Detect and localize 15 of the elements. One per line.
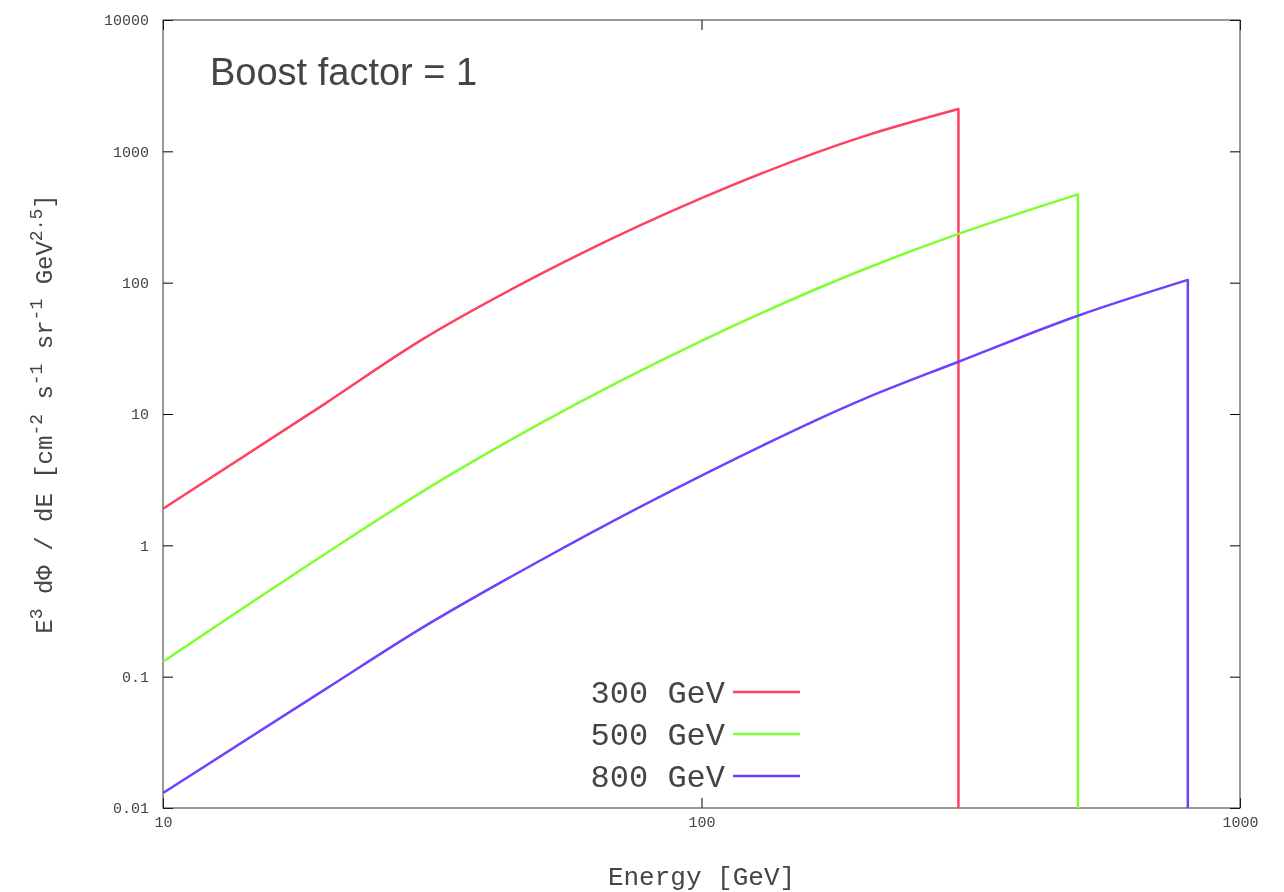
y-tick-label: 100 — [121, 275, 149, 293]
y-tick-label: 0.1 — [121, 669, 149, 687]
y-tick-label: 10 — [130, 407, 149, 425]
y-tick-label: 10000 — [103, 13, 149, 31]
text: Boost factor = 1 — [210, 51, 478, 93]
x-axis-title: Energy [GeV] — [607, 863, 796, 892]
y-tick-label: 1 — [139, 538, 149, 556]
x-tick-label: 10 — [154, 814, 173, 832]
y-tick-label: 1000 — [112, 144, 149, 162]
legend-label: 500 GeV — [590, 718, 726, 756]
y-tick-label: 0.01 — [112, 801, 149, 819]
x-tick-label: 1000 — [1222, 814, 1259, 832]
legend-label: 800 GeV — [590, 760, 726, 798]
legend-label: 300 GeV — [590, 676, 726, 714]
x-tick-label: 100 — [688, 814, 716, 832]
